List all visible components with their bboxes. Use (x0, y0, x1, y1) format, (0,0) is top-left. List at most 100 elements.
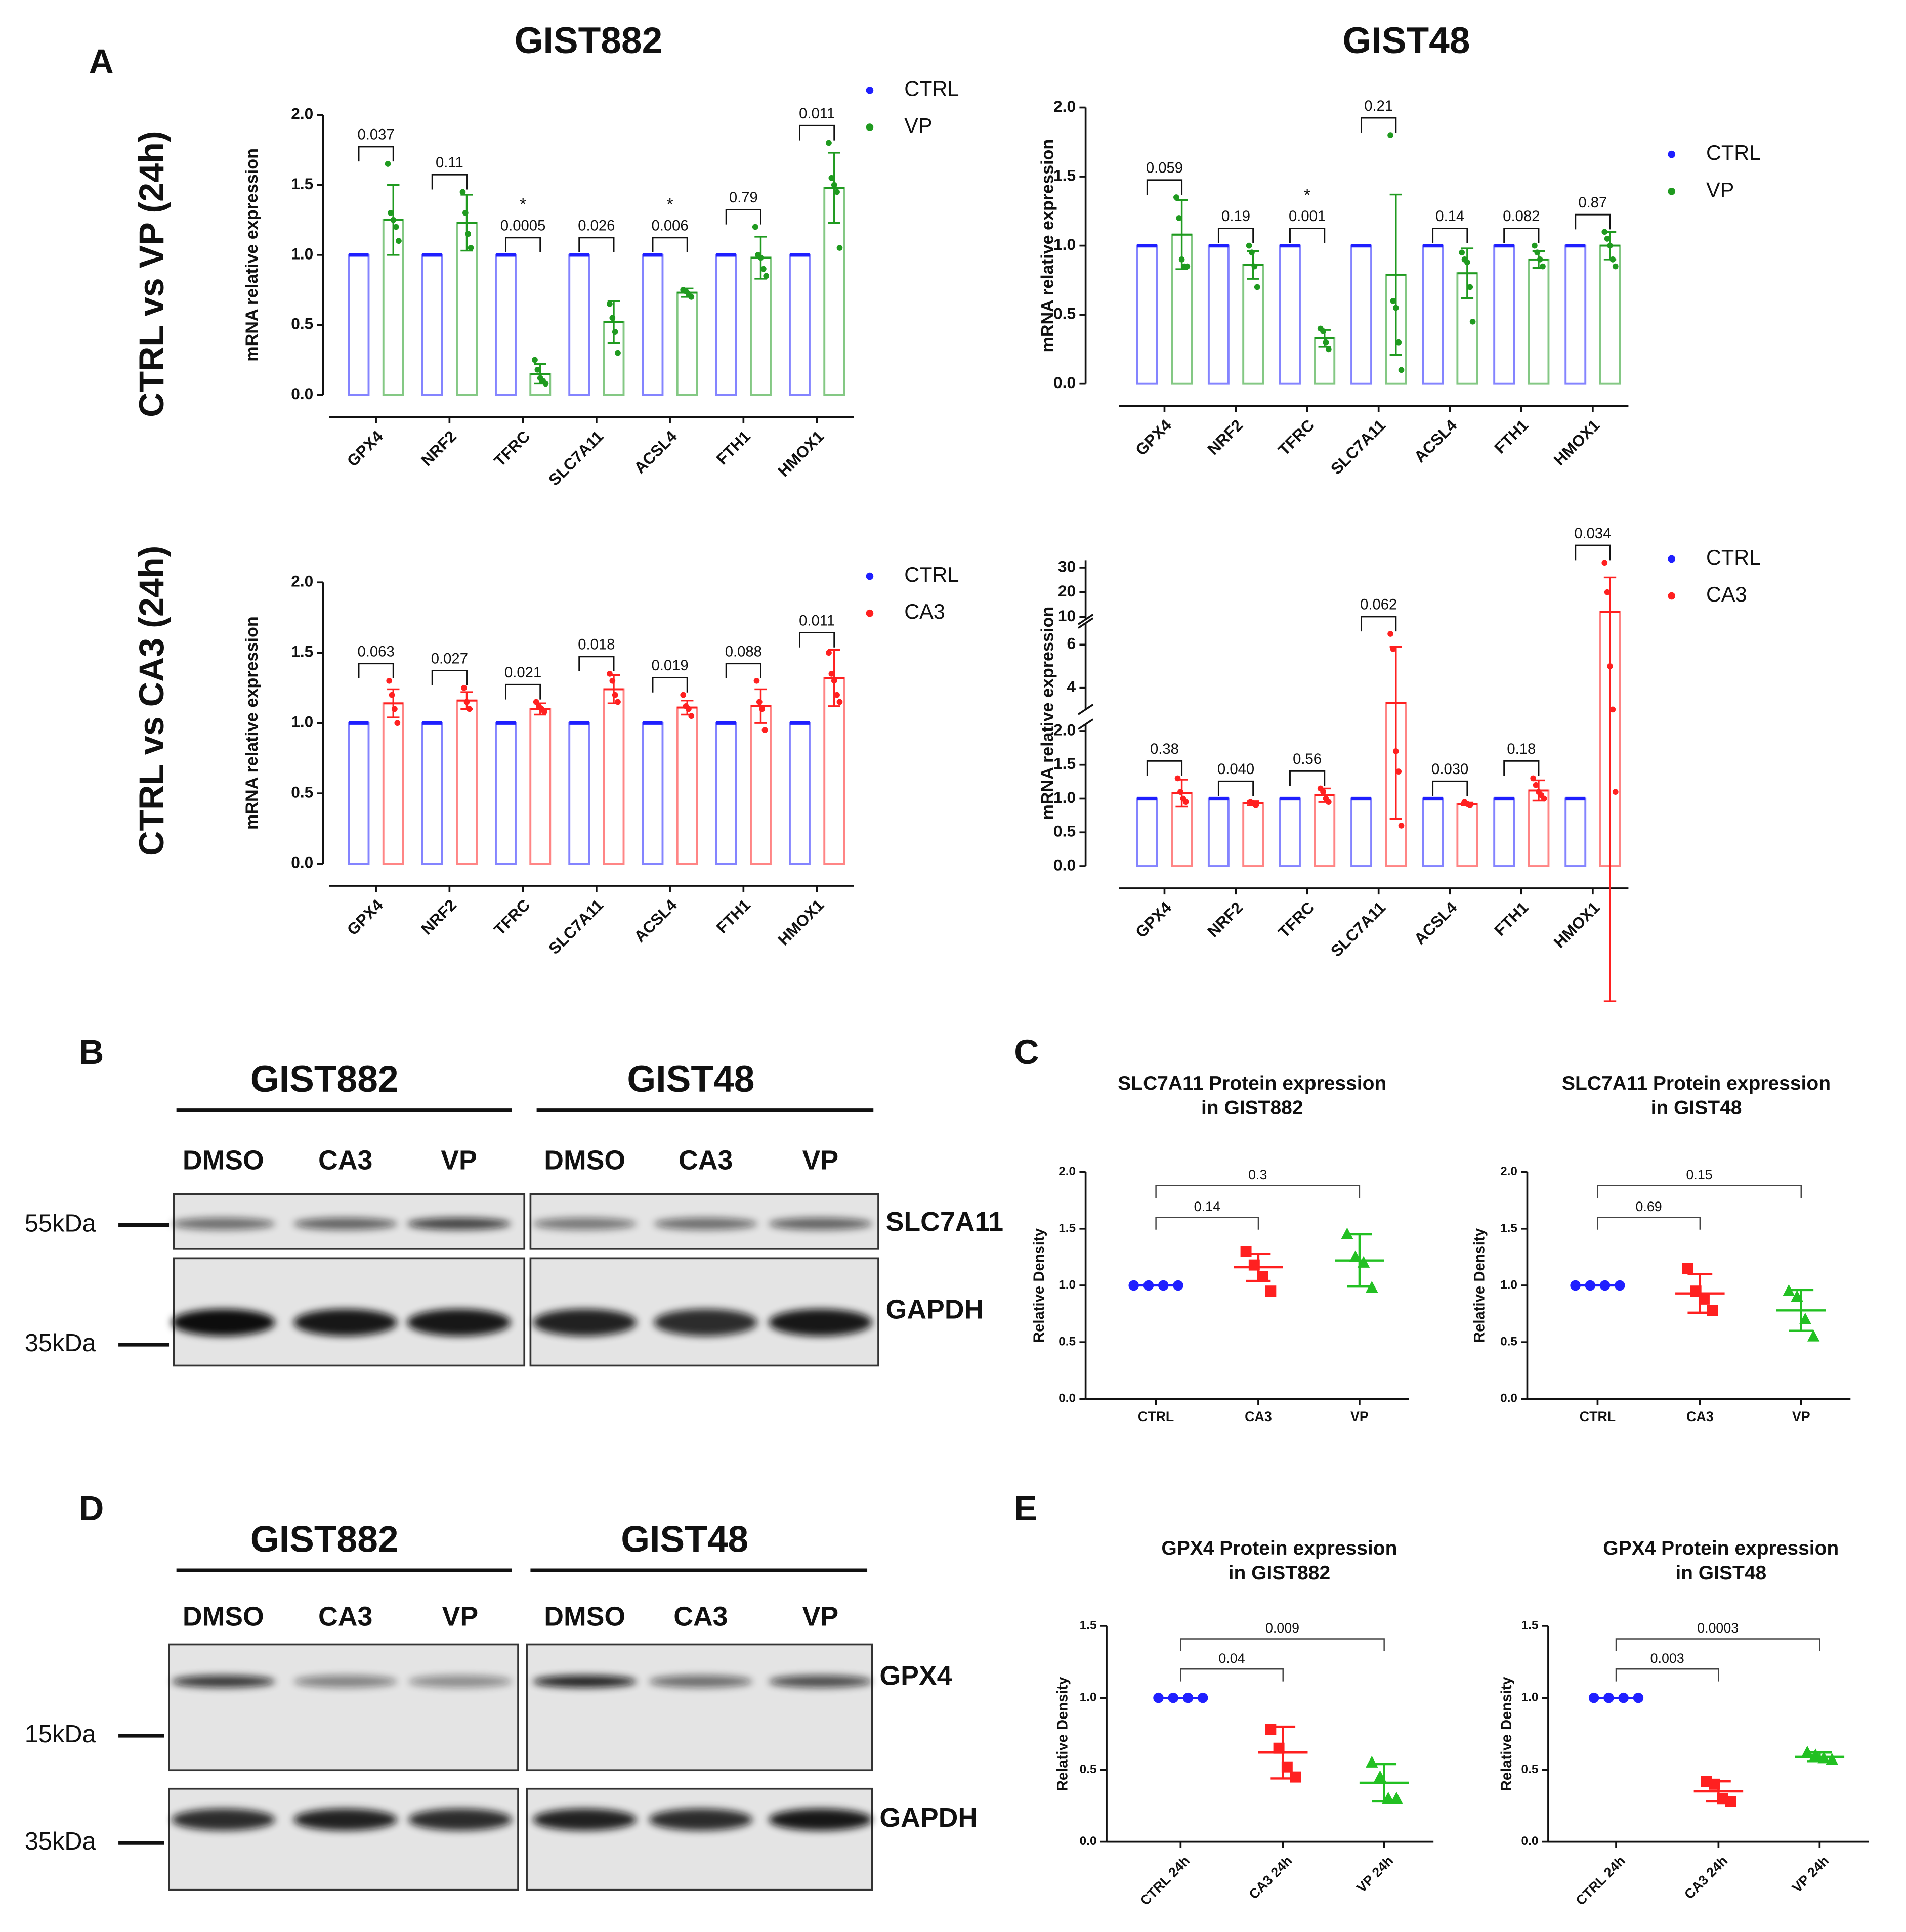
lane-label: CA3 (318, 1145, 372, 1175)
significance-bracket (1217, 228, 1254, 243)
p-value: 0.38 (1150, 741, 1179, 757)
legend-marker (1668, 555, 1676, 563)
data-point (463, 699, 470, 705)
legend-label: VP (1706, 178, 1734, 201)
x-tick-label: CA3 (1245, 1409, 1272, 1424)
data-point (388, 210, 394, 216)
data-point (1246, 242, 1252, 249)
data-point (1826, 1753, 1838, 1765)
data-point (1612, 263, 1619, 270)
chart-title: GPX4 Protein expression (1603, 1537, 1839, 1559)
data-point (686, 706, 692, 712)
data-point (752, 224, 758, 230)
bar (1314, 794, 1336, 867)
panel-label: C (1014, 1033, 1039, 1071)
data-point (541, 709, 547, 715)
blot-box (526, 1787, 873, 1891)
axis-break (1077, 718, 1094, 730)
data-point (1467, 802, 1473, 808)
y-tick-label: 20 (1058, 582, 1076, 600)
p-value: 0.027 (431, 651, 468, 667)
marker-label: 35kDa (25, 1329, 97, 1357)
x-tick-label: FTH1 (713, 896, 754, 937)
lane-label: DMSO (183, 1601, 264, 1632)
x-tick-label: SLC7A11 (545, 896, 607, 958)
data-point (763, 273, 770, 279)
cell-line-label: GIST882 (250, 1059, 399, 1100)
p-value: 0.04 (1218, 1651, 1245, 1666)
data-point (1607, 663, 1613, 669)
y-tick-label: 1.5 (1053, 166, 1076, 184)
data-point (1464, 259, 1470, 266)
data-point (1707, 1305, 1718, 1316)
blot-box (168, 1787, 519, 1891)
lane-label: DMSO (183, 1145, 264, 1175)
data-point (1532, 242, 1538, 249)
bar (1279, 797, 1301, 867)
significance-bracket (725, 663, 761, 678)
data-point (459, 189, 466, 195)
chart-title: in GIST882 (1201, 1097, 1303, 1119)
data-point (1184, 263, 1191, 270)
data-point (1387, 132, 1393, 138)
p-value: 0.018 (578, 637, 615, 653)
data-point (831, 182, 837, 188)
significance-bracket (799, 632, 835, 648)
data-point (1176, 215, 1182, 221)
lane-label: DMSO (544, 1145, 625, 1175)
data-point (1398, 367, 1405, 373)
lane-label: VP (802, 1145, 839, 1175)
blot-band (768, 1675, 872, 1688)
significance-bracket (578, 656, 615, 672)
significance-bracket (1503, 228, 1540, 243)
y-tick-label: 0.5 (1500, 1335, 1517, 1349)
y-tick-label: 0.5 (1080, 1763, 1097, 1776)
panel-label: D (79, 1489, 104, 1528)
bar (495, 722, 517, 865)
y-tick-label: 0.5 (1058, 1335, 1076, 1349)
bar (1242, 264, 1264, 385)
x-tick-label: ACSL4 (630, 427, 681, 477)
y-tick-label: 1.5 (1500, 1221, 1517, 1235)
x-tick-label: VP (1792, 1409, 1810, 1424)
error-bar (1603, 576, 1617, 1002)
bar (676, 291, 698, 396)
data-point (828, 175, 835, 181)
row-label: CTRL vs CA3 (24h) (133, 546, 171, 856)
data-point (394, 720, 401, 726)
x-tick-label: HMOX1 (774, 427, 827, 480)
legend-label: CA3 (1706, 582, 1747, 606)
bar (789, 253, 811, 396)
data-point (461, 684, 467, 691)
bar (1279, 244, 1301, 385)
lane-label: CA3 (318, 1601, 372, 1632)
marker-label: 15kDa (25, 1721, 97, 1748)
data-point (1601, 229, 1608, 235)
blot-band (171, 1675, 275, 1688)
p-value: 0.021 (504, 665, 541, 681)
significance-bracket (1615, 1638, 1820, 1651)
significance-bracket (1289, 228, 1326, 243)
x-tick-label: NRF2 (417, 427, 460, 469)
y-axis-label: mRNA relative expression (242, 616, 262, 830)
row-label: CTRL vs VP (24h) (133, 131, 171, 417)
bar (715, 253, 737, 396)
error-bar (1706, 1780, 1731, 1803)
bar (1350, 797, 1372, 867)
chart-title: SLC7A11 Protein expression (1562, 1072, 1831, 1094)
x-tick-label: TFRC (490, 895, 533, 938)
significance-star: * (666, 195, 673, 214)
bar (1493, 244, 1515, 385)
data-point (1251, 263, 1258, 270)
bar (1528, 258, 1550, 385)
y-tick-label: 2.0 (291, 572, 313, 590)
data-point (396, 238, 402, 244)
bar (1242, 802, 1264, 867)
x-tick-label: FTH1 (1491, 416, 1532, 457)
blot-band (768, 1309, 872, 1336)
y-tick-label: 0.0 (291, 853, 313, 872)
y-tick-label: 1.0 (291, 713, 313, 731)
p-value: 0.026 (578, 218, 615, 234)
data-point (612, 329, 618, 335)
significance-bracket (1146, 179, 1183, 195)
